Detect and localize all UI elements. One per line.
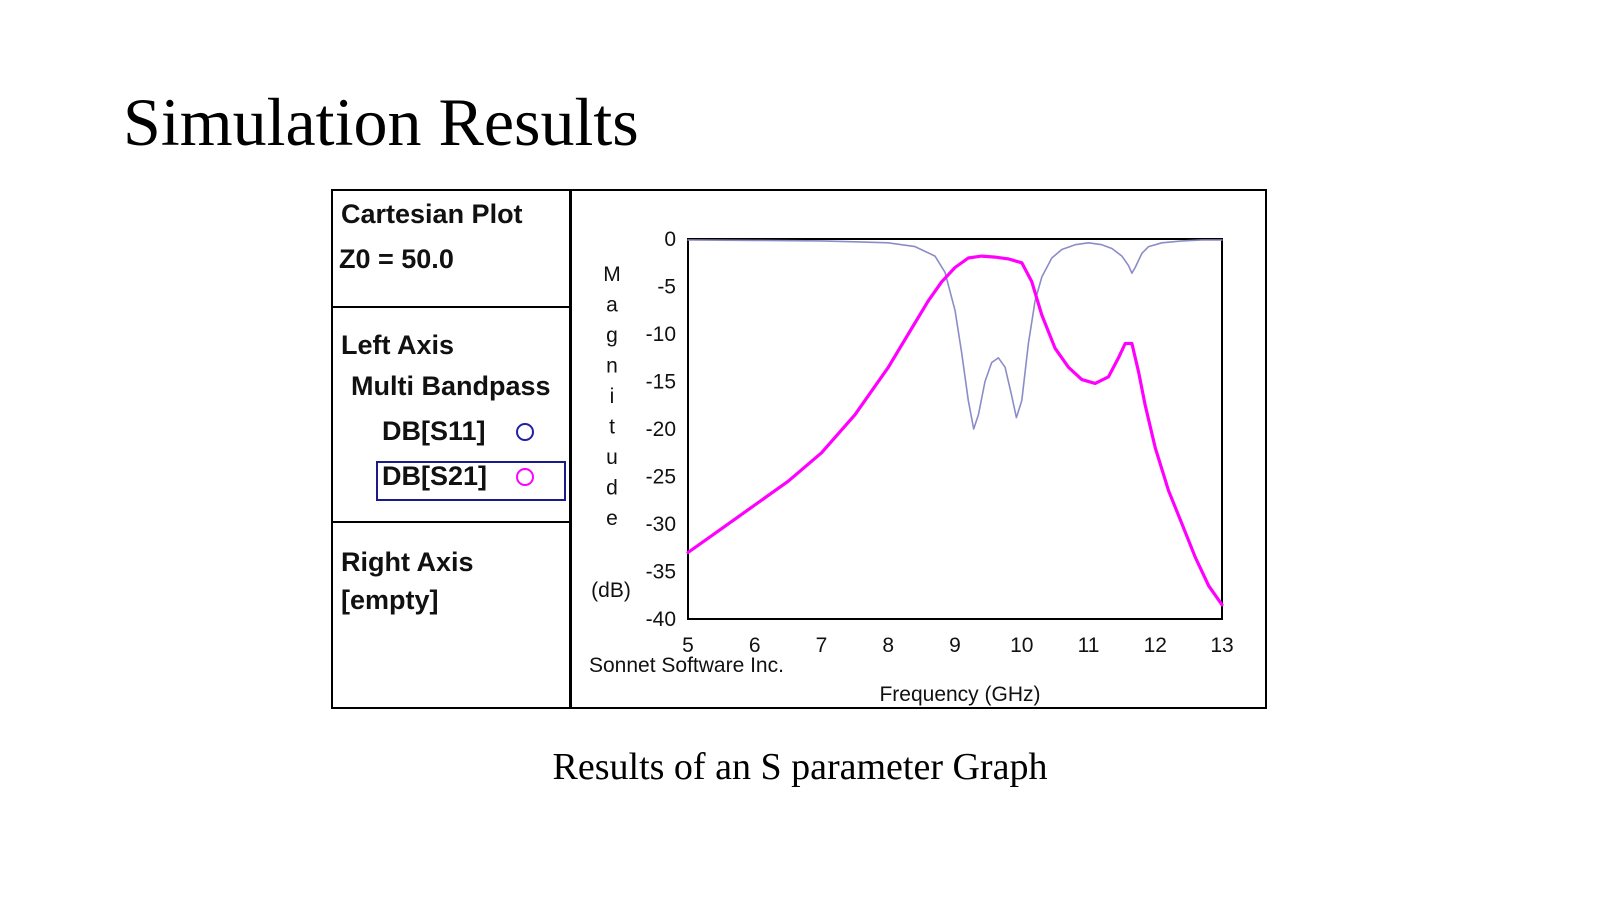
x-tick-label: 9 bbox=[949, 634, 961, 657]
z0-label: Z0 = 50.0 bbox=[339, 244, 454, 274]
y-axis-unit: (dB) bbox=[591, 579, 631, 602]
x-tick-label: 11 bbox=[1078, 634, 1100, 657]
y-tick-label: -15 bbox=[646, 371, 676, 394]
legend-s21-label[interactable]: DB[S21] bbox=[382, 461, 488, 491]
legend-s11-marker bbox=[516, 423, 534, 441]
plot-area bbox=[687, 238, 1223, 620]
y-tick-label: -30 bbox=[646, 513, 676, 536]
y-tick-label: -35 bbox=[646, 561, 676, 584]
y-tick-label: -25 bbox=[646, 466, 676, 489]
x-tick-label: 8 bbox=[882, 634, 894, 657]
y-axis-title-letter: t bbox=[609, 416, 615, 439]
y-tick-label: -5 bbox=[657, 276, 676, 299]
x-ticks: 5 6 7 8 9 10 11 12 13 bbox=[682, 634, 1234, 657]
plot-type-label: Cartesian Plot bbox=[341, 199, 523, 229]
right-axis-value: [empty] bbox=[341, 585, 439, 615]
slide-title: Simulation Results bbox=[123, 84, 639, 160]
right-axis-section: Right Axis [empty] bbox=[333, 523, 569, 709]
x-tick-label: 10 bbox=[1010, 634, 1033, 657]
right-axis-label: Right Axis bbox=[341, 547, 474, 577]
group-name-label: Multi Bandpass bbox=[351, 371, 551, 401]
x-tick-label: 12 bbox=[1144, 634, 1167, 657]
x-tick-label: 6 bbox=[749, 634, 761, 657]
plot-info-section: Cartesian Plot Z0 = 50.0 bbox=[333, 191, 569, 308]
y-tick-label: -40 bbox=[646, 608, 676, 631]
x-tick-label: 5 bbox=[682, 634, 694, 657]
series-layer bbox=[686, 239, 1224, 607]
x-axis-title: Frequency (GHz) bbox=[879, 683, 1040, 706]
plot-window: Cartesian Plot Z0 = 50.0 Left Axis Multi… bbox=[331, 189, 1267, 709]
watermark: Sonnet Software Inc. bbox=[589, 654, 784, 677]
series-line-db-s11 bbox=[687, 239, 1223, 430]
y-axis-title-letter: d bbox=[606, 477, 618, 500]
y-ticks: 0 -5 -10 -15 -20 -25 -30 -35 -40 bbox=[646, 228, 676, 631]
info-panel: Cartesian Plot Z0 = 50.0 Left Axis Multi… bbox=[333, 191, 572, 707]
x-tick-label: 7 bbox=[816, 634, 828, 657]
left-axis-label: Left Axis bbox=[341, 330, 455, 360]
legend-s21-marker bbox=[516, 468, 534, 486]
y-axis-title-letter: n bbox=[606, 355, 618, 378]
y-tick-label: -10 bbox=[646, 323, 676, 346]
y-tick-label: 0 bbox=[664, 228, 676, 251]
y-tick-label: -20 bbox=[646, 418, 676, 441]
y-axis-title-letter: M bbox=[603, 263, 621, 286]
legend-s11-label[interactable]: DB[S11] bbox=[382, 416, 486, 446]
y-axis-title-letter: e bbox=[606, 507, 618, 530]
y-axis-title-letter: a bbox=[606, 294, 618, 317]
y-axis-title-letter: u bbox=[606, 446, 618, 469]
x-tick-label: 13 bbox=[1210, 634, 1233, 657]
slide-caption: Results of an S parameter Graph bbox=[552, 746, 1048, 788]
legend-selection-box[interactable] bbox=[376, 461, 566, 501]
left-axis-section: Left Axis Multi Bandpass DB[S11] DB[S21] bbox=[333, 308, 569, 523]
y-axis-title-letter: g bbox=[606, 324, 618, 347]
series-line-db-s21 bbox=[686, 254, 1224, 607]
y-axis-title-letter: i bbox=[610, 385, 615, 408]
